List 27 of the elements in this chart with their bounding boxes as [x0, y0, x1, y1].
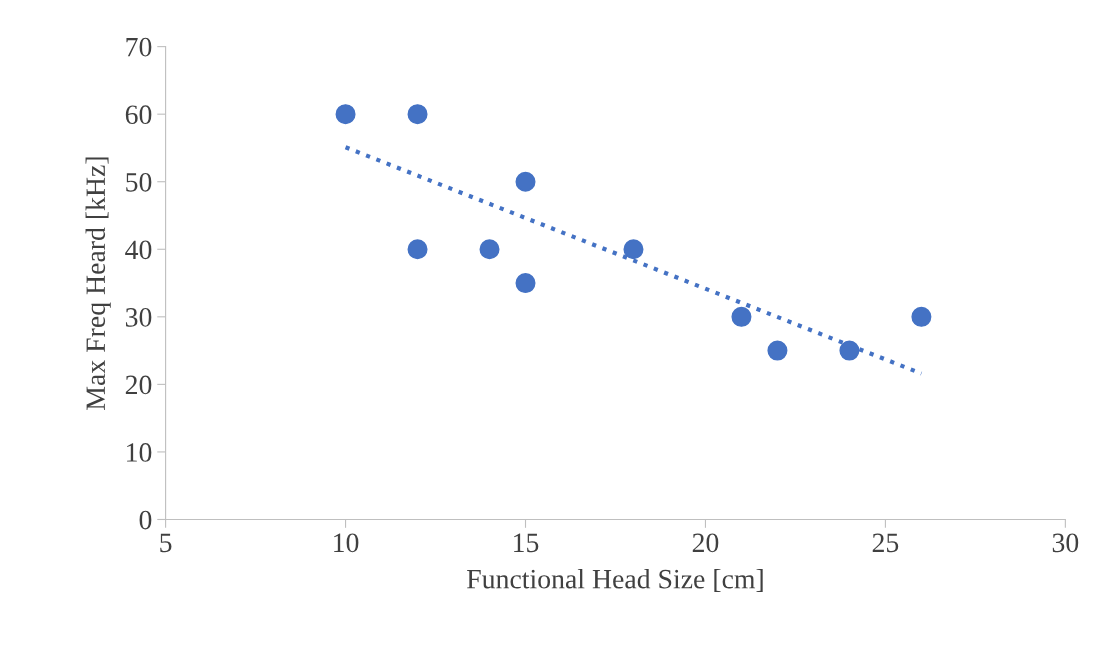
y-axis-title: Max Freq Heard [kHz]: [85, 157, 111, 410]
x-tick-label: 30: [1052, 533, 1079, 553]
x-tick-label: 5: [160, 533, 172, 553]
point: [515, 171, 536, 192]
point: [839, 340, 860, 361]
point: [407, 104, 428, 125]
point: [515, 273, 536, 294]
y-tick-label: 0: [139, 510, 152, 530]
point: [407, 239, 428, 260]
point: [911, 306, 932, 327]
x-axis-title: Functional Head Size [cm]: [467, 568, 763, 592]
x-tick-label: 15: [514, 533, 539, 553]
x-tick-label: 20: [692, 533, 719, 553]
y-tick-label: 10: [127, 443, 152, 462]
y-tick-label: 50: [126, 172, 152, 192]
point: [335, 104, 356, 125]
y-tick-label: 70: [126, 37, 152, 57]
y-tick-label: 40: [125, 240, 152, 260]
x-tick-label: 10: [334, 533, 359, 553]
x-tick-label: 25: [872, 533, 899, 553]
point: [623, 239, 644, 260]
y-tick-label: 20: [125, 375, 152, 395]
y-tick-label: 30: [125, 307, 152, 327]
point: [731, 306, 752, 327]
point: [767, 340, 788, 361]
y-tick-label: 60: [125, 105, 152, 125]
point: [479, 239, 500, 260]
